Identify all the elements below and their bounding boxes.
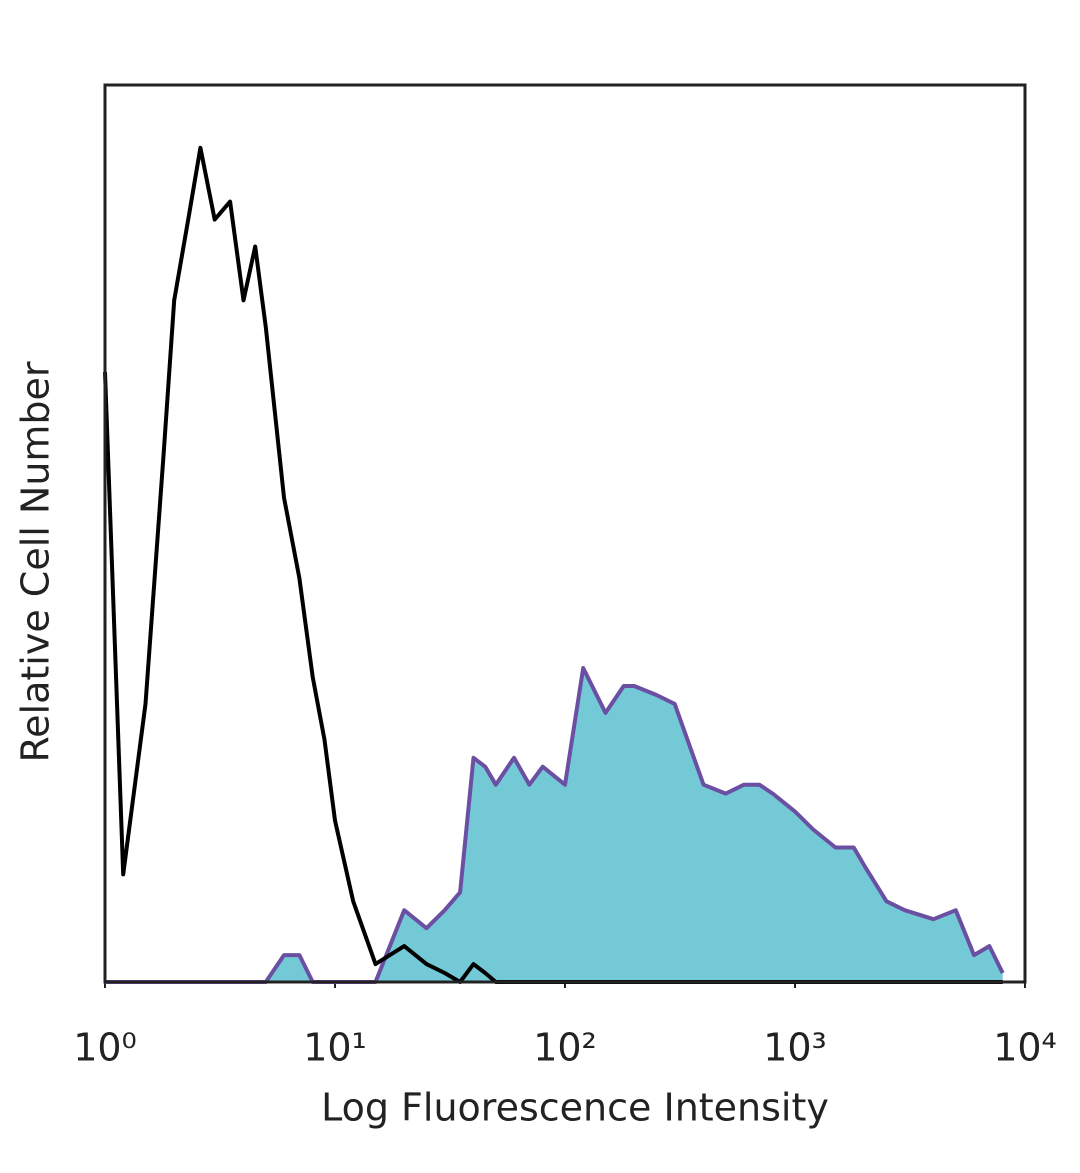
histogram-area <box>105 668 1003 982</box>
x-tick-label: 10⁰ <box>73 1026 137 1070</box>
x-axis-title: Log Fluorescence Intensity <box>321 1086 829 1130</box>
x-tick-label: 10⁴ <box>993 1026 1057 1070</box>
plot-frame <box>103 83 1027 984</box>
x-tick-label: 10² <box>533 1026 597 1070</box>
x-tick-label: 10¹ <box>303 1026 367 1070</box>
x-tick-label: 10³ <box>763 1026 827 1070</box>
y-axis-title: Relative Cell Number <box>14 361 58 762</box>
